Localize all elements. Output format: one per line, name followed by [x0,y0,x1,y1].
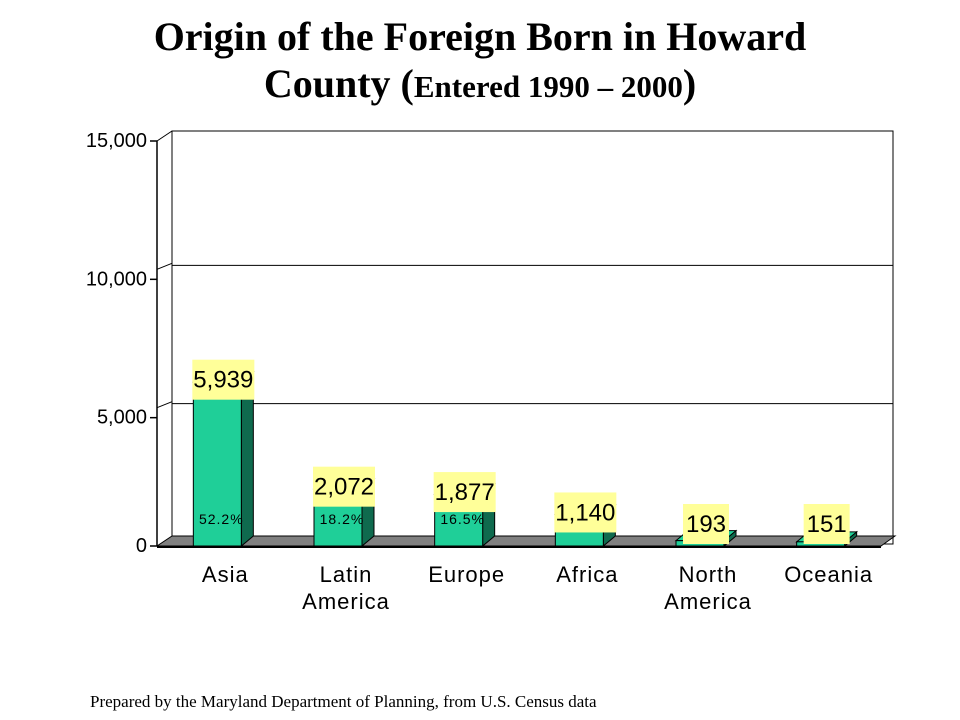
value-label-box [313,466,375,507]
value-label: 1,877 [435,479,495,506]
chart-floor-edge [157,546,881,548]
bar [192,381,242,547]
category-label: North [679,562,738,587]
category-label: Europe [428,562,505,587]
plot-back-wall [171,130,894,545]
value-label: 151 [807,511,847,538]
percent-label: 16.5% [440,511,485,527]
category-label: Africa [556,562,618,587]
title-line-2-suffix: ) [682,61,697,106]
value-label: 5,939 [193,367,253,394]
title-line-2: County (Entered 1990 – 2000) [0,60,960,111]
category-label: Oceania [784,562,873,587]
percent-label: 18.2% [320,511,365,527]
footer-credit: Prepared by the Maryland Department of P… [90,692,597,711]
value-label-box [803,504,850,544]
title-line-2-small: Entered 1990 – 2000 [413,69,683,104]
chart-title: Origin of the Foreign Born in Howard Cou… [0,14,960,111]
y-tick-label: 15,000 [86,130,147,152]
value-label-box [554,492,617,533]
value-label: 1,140 [555,499,615,526]
title-line-1: Origin of the Foreign Born in Howard [153,14,807,59]
value-label-box [683,504,729,544]
percent-label: 52.2% [199,511,244,527]
gridline-side [156,262,173,270]
value-label-box [433,472,496,513]
category-label: America [664,589,752,614]
category-label: Asia [202,562,249,587]
y-tick-label: 5,000 [97,407,147,429]
value-label: 2,072 [314,474,374,501]
value-label-box [192,359,255,400]
value-label: 193 [686,511,726,538]
category-label: Latin [320,562,373,587]
gridline-side-top [156,130,173,142]
title-line-2-prefix: County ( [263,61,414,106]
gridline-side [156,401,173,409]
y-tick-label: 0 [136,535,147,557]
y-tick-label: 10,000 [86,268,147,290]
chart-floor [155,535,897,547]
category-label: America [302,589,390,614]
